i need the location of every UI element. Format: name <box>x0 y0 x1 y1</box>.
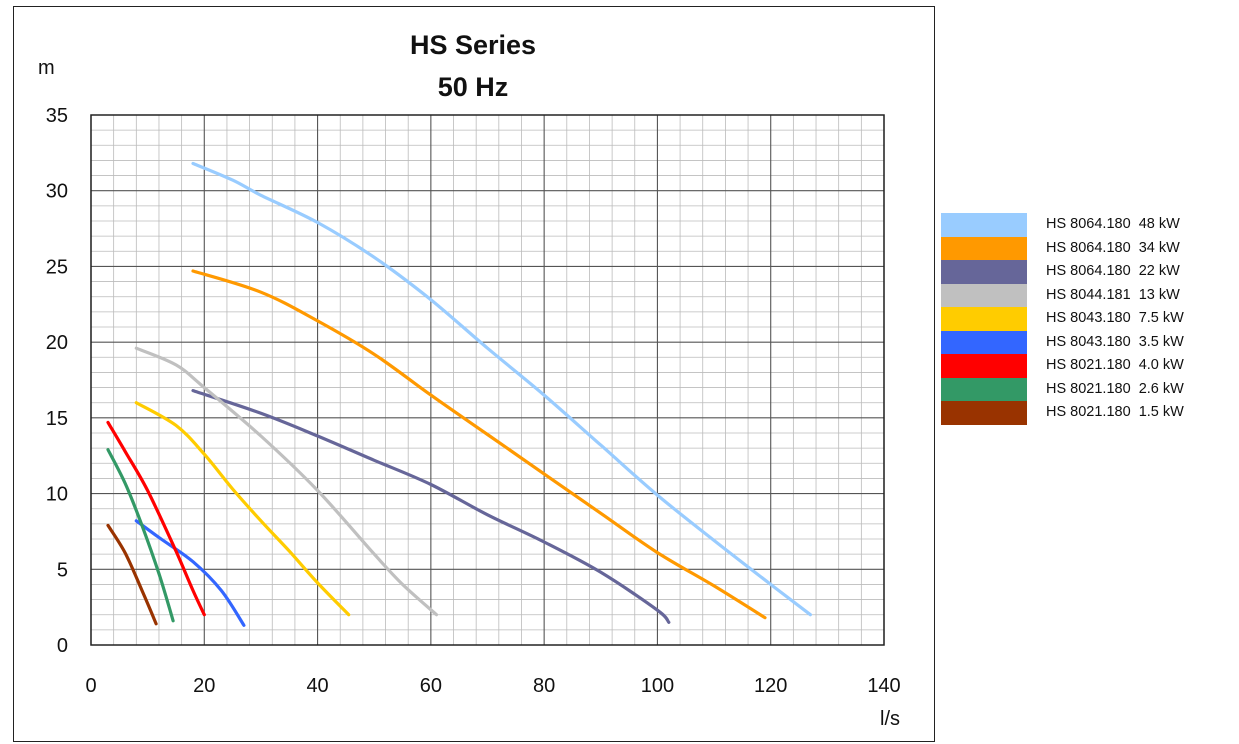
y-tick-label: 35 <box>46 105 68 127</box>
y-tick-label: 20 <box>46 332 68 354</box>
legend-label: HS 8021.180 4.0 kW <box>1046 357 1184 373</box>
legend-label: HS 8064.180 22 kW <box>1046 263 1180 279</box>
x-tick-label: 140 <box>867 675 900 697</box>
legend-swatch <box>941 401 1027 425</box>
legend-swatch <box>941 330 1027 355</box>
series-line-5 <box>134 519 246 627</box>
major-gridlines <box>90 114 885 646</box>
legend-swatch <box>941 283 1027 308</box>
legend-item: HS 8064.180 34 kW <box>941 236 1239 261</box>
y-tick-label: 10 <box>46 484 68 506</box>
chart-subtitle: 50 Hz <box>437 72 509 102</box>
x-tick-label: 0 <box>85 675 96 697</box>
plot-area-border <box>90 114 885 646</box>
series-line-1 <box>191 269 767 620</box>
y-axis-unit: m <box>38 57 55 79</box>
legend-label: HS 8021.180 1.5 kW <box>1046 404 1184 420</box>
series-line-3 <box>134 346 439 617</box>
legend-item: HS 8021.180 2.6 kW <box>941 377 1239 402</box>
legend-swatch <box>941 377 1027 402</box>
legend-item: HS 8043.180 3.5 kW <box>941 330 1239 355</box>
x-tick-label: 20 <box>193 675 215 697</box>
series-line-8 <box>106 523 158 626</box>
y-tick-label: 15 <box>46 408 68 430</box>
legend-item: HS 8064.180 48 kW <box>941 213 1239 237</box>
series-line-0 <box>191 161 812 617</box>
chart-title: HS Series <box>409 30 537 60</box>
y-tick-label: 25 <box>46 256 68 278</box>
series-line-2 <box>191 389 671 624</box>
legend-swatch <box>941 307 1027 331</box>
series-line-6 <box>106 420 206 617</box>
x-tick-label: 100 <box>641 675 674 697</box>
series-line-4 <box>134 401 351 617</box>
legend-label: HS 8043.180 7.5 kW <box>1046 310 1184 326</box>
legend-swatch <box>941 354 1027 378</box>
legend-label: HS 8021.180 2.6 kW <box>1046 380 1184 397</box>
chart-frame <box>13 6 935 742</box>
legend-swatch <box>941 260 1027 284</box>
tick-labels: 0 20 40 60 80 100 120 140 0 5 10 15 20 25 30 35 <box>46 105 901 697</box>
x-tick-label: 120 <box>754 675 787 697</box>
series-layer <box>106 161 812 627</box>
minor-gridlines <box>91 115 884 645</box>
legend-item: HS 8043.180 7.5 kW <box>941 307 1239 331</box>
x-axis-unit: l/s <box>880 708 900 730</box>
y-tick-label: 30 <box>46 181 68 203</box>
legend-label: HS 8064.180 48 kW <box>1046 216 1180 232</box>
y-tick-label: 5 <box>57 559 68 581</box>
legend-item: HS 8064.180 22 kW <box>941 260 1239 284</box>
legend-item: HS 8021.180 4.0 kW <box>941 354 1239 378</box>
legend-swatch <box>941 236 1027 261</box>
legend-label: HS 8043.180 3.5 kW <box>1046 333 1184 350</box>
legend-item: HS 8044.181 13 kW <box>941 283 1239 308</box>
x-tick-label: 60 <box>420 675 442 697</box>
y-tick-label: 0 <box>57 635 68 657</box>
legend-item: HS 8021.180 1.5 kW <box>941 401 1239 425</box>
legend-label: HS 8044.181 13 kW <box>1046 286 1180 303</box>
series-line-7 <box>106 448 175 623</box>
legend-label: HS 8064.180 34 kW <box>1046 239 1180 256</box>
x-tick-label: 40 <box>306 675 328 697</box>
x-tick-label: 80 <box>533 675 555 697</box>
legend-swatch <box>941 213 1027 237</box>
